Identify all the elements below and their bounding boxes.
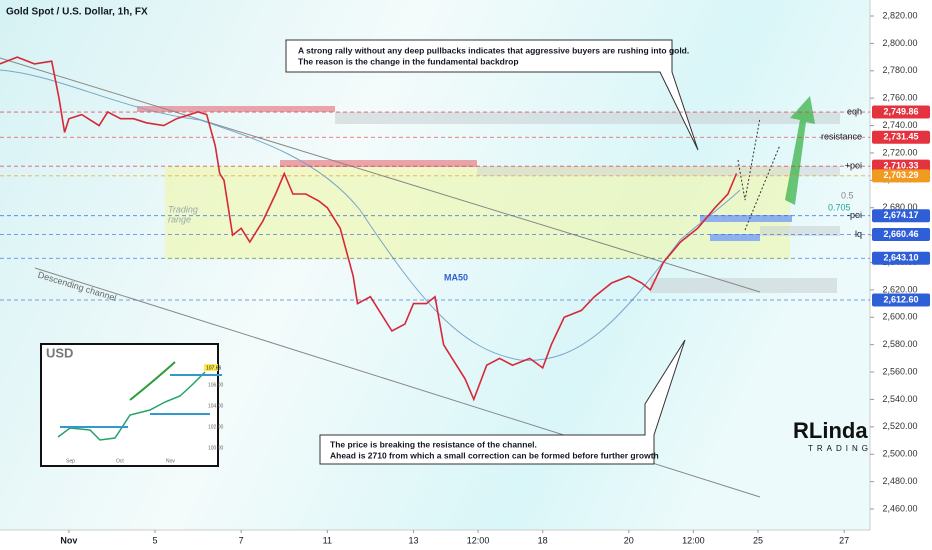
projection-arrow [737,117,761,201]
y-tick-label: 2,460.00 [882,503,917,513]
callout [285,39,699,151]
price-tag-label: 2,703.29 [883,170,918,180]
y-tick-label: 2,760.00 [882,93,917,103]
lq-zone [710,234,760,241]
projection-arrow [744,144,781,231]
inset-month: Sep [66,458,75,464]
ma-label: MA50 [444,272,468,282]
zone [650,278,837,293]
channel-line [0,57,761,293]
trading-range-box [165,166,790,260]
y-tick-label: 2,500.00 [882,449,917,459]
x-tick-label: 27 [839,535,849,545]
range-label: range [168,214,191,224]
x-tick-label: 18 [538,535,548,545]
level-note: resistance [821,132,862,142]
y-tick-label: 2,540.00 [882,394,917,404]
inset-month: Oct [116,458,124,464]
inset-tick: 102.00 [208,424,224,430]
x-tick-label: 12:00 [467,535,490,545]
price-tag-label: 2,643.10 [883,253,918,263]
price-tag-label: 2,674.17 [883,210,918,220]
y-tick-label: 2,560.00 [882,366,917,376]
annotation: The price is breaking the resistance of … [330,439,537,449]
supply-zone [280,160,477,167]
level-note: lq [855,229,862,239]
y-tick-label: 2,620.00 [882,284,917,294]
inset-tick: 106.00 [208,382,224,388]
y-tick-label: 2,780.00 [882,65,917,75]
price-tag-label: 2,710.33 [883,161,918,171]
fib-label: 0.705 [828,202,851,212]
y-tick-label: 2,820.00 [882,10,917,20]
logo: TRADING [808,444,872,453]
y-tick-label: 2,740.00 [882,120,917,130]
inset-month: Nov [166,458,175,464]
logo: RLinda [793,418,868,443]
y-tick-label: 2,680.00 [882,202,917,212]
inset-title: USD [46,345,73,360]
y-tick-label: 2,580.00 [882,339,917,349]
growth-arrow [785,96,815,205]
y-tick-label: 2,720.00 [882,147,917,157]
x-tick-label: 5 [153,535,158,545]
price-line [0,56,738,402]
price-tag [872,293,930,307]
inset-tick: 100.00 [208,445,224,451]
x-tick-label: Nov [60,535,77,545]
poi-zone [700,215,792,222]
inset-frame [40,343,219,467]
y-tick-label: 2,600.00 [882,312,917,322]
inset-tick: 104.00 [208,403,224,409]
price-tag [872,251,930,265]
level-note: -poi [847,210,862,220]
time-axis [0,530,870,550]
inset-line [57,371,206,441]
y-tick-label: 2,520.00 [882,421,917,431]
callout [319,339,686,465]
inset-price-tag [204,364,218,371]
annotation: Ahead is 2710 from which a small correct… [330,450,659,460]
price-tag-label: 2,660.46 [883,229,918,239]
x-tick-label: 7 [239,535,244,545]
price-axis [870,0,932,550]
range-label: Trading [168,204,198,214]
price-tag [872,209,930,223]
zone [760,226,840,236]
zone [335,112,840,124]
price-tag-label: 2,731.45 [883,132,918,142]
x-tick-label: 25 [753,535,763,545]
x-tick-label: 12:00 [682,535,705,545]
inset: USD 107.66 106.00 104.00 102.00 100.00 S… [40,343,224,467]
x-tick-label: 20 [624,535,634,545]
y-tick-label: 2,800.00 [882,38,917,48]
price-tag-label: 2,749.86 [883,106,918,116]
fib-label: 0.5 [841,190,854,200]
price-tag [872,169,930,183]
annotation: The reason is the change in the fundamen… [298,56,519,66]
level-note: eqh [847,106,862,116]
inset-price: 107.66 [206,365,222,371]
y-tick-label: 2,480.00 [882,476,917,486]
x-tick-label: 13 [408,535,418,545]
price-tag [872,105,930,119]
annotation: A strong rally without any deep pullback… [298,45,689,55]
supply-zone [137,106,335,112]
price-tag-label: 2,612.60 [883,294,918,304]
price-tag [872,130,930,144]
chart-title: Gold Spot / U.S. Dollar, 1h, FX [6,7,148,18]
x-tick-label: 11 [323,535,332,545]
inset-arrow [129,361,176,401]
zone [477,166,840,176]
level-note: +poi [845,161,862,171]
price-tag [872,227,930,241]
